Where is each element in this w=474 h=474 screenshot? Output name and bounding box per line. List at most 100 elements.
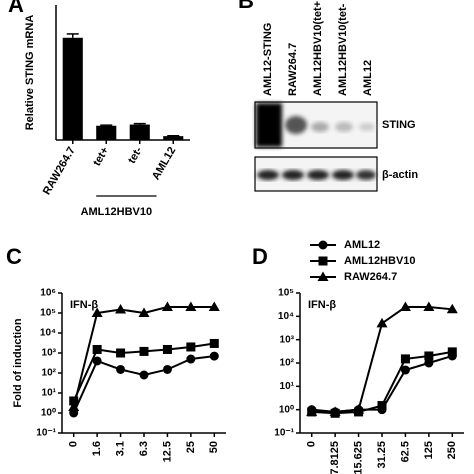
x-tick-label: tet+ [91,145,111,168]
x-tick-label: 50 [208,441,220,453]
marker [329,406,341,416]
marker [400,354,410,364]
marker [318,240,328,250]
y-tick-label: 10⁶ [40,288,56,299]
annotation: IFN-β [308,299,336,311]
x-tick-label: AML12 [150,145,178,182]
x-tick-label: 1.6 [91,441,103,456]
band [282,170,304,180]
marker [116,364,126,374]
annotation: IFN-β [70,299,98,311]
marker [209,351,219,361]
marker [116,348,126,358]
x-tick-label: 250 [446,441,458,459]
band-label: STING [382,119,416,131]
panel-letter: A [8,0,24,17]
marker [209,338,219,348]
band [332,170,354,180]
band [335,122,353,132]
marker [92,356,102,366]
y-tick-label: 10⁵ [40,308,56,319]
y-axis-label: Relative STING mRNA [24,15,36,131]
bar [129,124,150,140]
marker [376,317,388,328]
marker [399,301,411,312]
marker [400,365,410,375]
legend-label: AML12HBV10 [344,255,416,267]
x-tick-label: 25 [185,441,197,453]
y-tick-label: 10⁰ [41,408,56,419]
x-tick-label: 6.3 [138,441,150,456]
marker [186,354,196,364]
x-tick-label: 0 [306,441,318,447]
marker [115,303,127,314]
x-tick-label: 0 [68,441,80,447]
x-tick-label: 3.1 [114,441,126,456]
band [256,103,282,147]
marker [377,401,387,411]
marker [446,303,458,314]
band [307,170,329,180]
y-tick-label: 10³ [42,348,57,359]
bar [62,37,83,140]
y-tick-label: 10² [280,358,295,369]
y-tick-label: 10⁴ [278,311,294,322]
marker [424,351,434,361]
x-tick-label: 125 [423,441,435,459]
marker [68,401,80,411]
marker [138,307,150,317]
y-tick-label: 10⁻¹ [36,428,56,439]
x-tick-label: tet- [126,145,145,166]
y-tick-label: 10³ [280,334,295,345]
band [257,170,279,180]
group-label: AML12HBV10 [81,206,153,218]
blot [254,101,378,192]
marker [306,406,318,416]
x-tick-label: 7.8125 [329,441,341,474]
y-tick-label: 10¹ [280,381,295,392]
marker [447,347,457,357]
y-axis-label: Fold of induction [12,318,24,407]
x-tick-label: 31.25 [376,441,388,469]
marker [423,301,435,312]
y-tick-label: 10⁰ [279,404,294,415]
lane-label: RAW264.7 [287,43,299,96]
y-tick-label: 10² [42,368,57,379]
marker [161,301,173,311]
y-tick-label: 10⁴ [40,328,56,339]
lane-label: AML12HBV10(tet- [337,3,349,96]
bar [163,136,184,140]
marker [91,307,103,317]
y-tick-label: 10¹ [42,388,57,399]
lane-label: AML12 [362,60,374,96]
marker [162,344,172,354]
band [356,170,376,180]
marker [162,364,172,374]
x-tick-label: 15.625 [352,441,364,474]
x-tick-label: 12.5 [161,441,173,462]
marker [353,404,365,414]
marker [92,344,102,354]
y-tick-label: 10⁵ [278,288,294,299]
x-tick-label: 62.5 [399,441,411,462]
band [359,123,375,131]
band [311,122,329,132]
x-tick-label: RAW264.7 [41,145,78,197]
marker [69,396,79,406]
marker [186,342,196,352]
marker [424,358,434,368]
marker [139,346,149,356]
marker [139,370,149,380]
marker [185,301,197,311]
legend-label: AML12 [344,239,380,251]
lane-label: AML12HBV10(tet+ [312,1,324,96]
marker [317,271,329,281]
panel-letter: B [238,0,254,13]
band [285,116,307,134]
bar [96,125,117,140]
panel-letter: D [252,244,268,269]
lane-label: AML12-STING [262,23,274,96]
band-label: β-actin [382,169,418,181]
panel-letter: C [6,244,22,269]
